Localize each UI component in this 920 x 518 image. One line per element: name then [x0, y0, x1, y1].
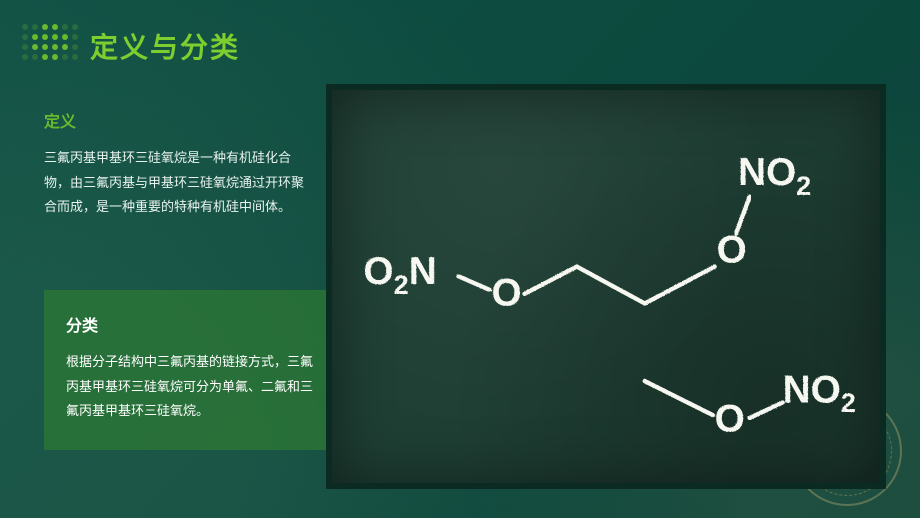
dot-grid-decoration [22, 24, 78, 60]
label-o-bottom: O [715, 398, 745, 441]
molecule-diagram: O2N O O NO2 O NO2 [332, 90, 880, 483]
classification-body: 根据分子结构中三氟丙基的链接方式，三氟丙基甲基环三硅氧烷可分为单氟、二氟和三氟丙… [66, 350, 322, 424]
definition-body: 三氟丙基甲基环三硅氧烷是一种有机硅化合物，由三氟丙基与甲基环三硅氧烷通过开环聚合… [44, 146, 312, 220]
definition-section: 定义 三氟丙基甲基环三硅氧烷是一种有机硅化合物，由三氟丙基与甲基环三硅氧烷通过开… [44, 108, 312, 220]
label-no2-bottom: NO2 [783, 368, 856, 418]
definition-heading: 定义 [44, 108, 312, 132]
label-o-left: O [491, 271, 521, 314]
label-o-top: O [717, 229, 747, 272]
molecule-board: O2N O O NO2 O NO2 [326, 84, 886, 489]
classification-card: 分类 根据分子结构中三氟丙基的链接方式，三氟丙基甲基环三硅氧烷可分为单氟、二氟和… [44, 290, 344, 450]
page-title: 定义与分类 [90, 26, 240, 66]
classification-heading: 分类 [66, 312, 322, 336]
label-no2-top: NO2 [738, 151, 811, 201]
label-o2n: O2N [363, 250, 436, 300]
